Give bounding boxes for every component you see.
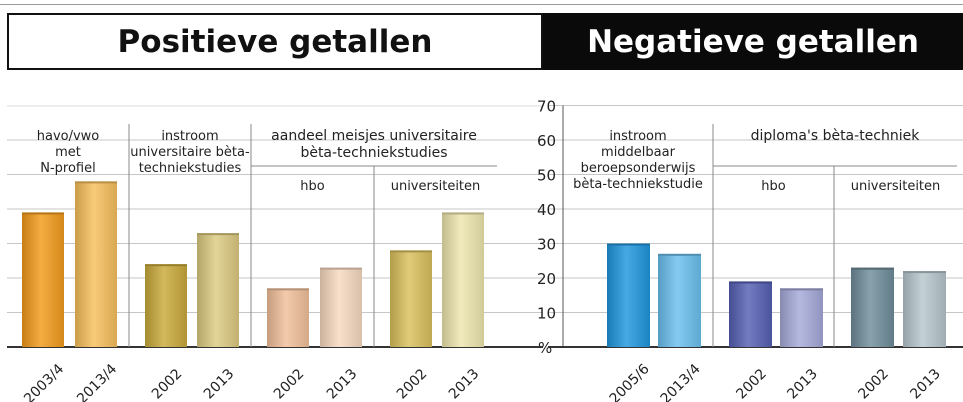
x-tick-label-neg-g1-1: 2013/4 (658, 361, 704, 402)
group-label-pos-g1-0: havo/vwo (37, 129, 100, 144)
group-label-neg-g1-0: instroom (609, 129, 666, 144)
x-tick-label-pos-g1-1: 2013/4 (74, 361, 120, 402)
bar-neg-g1-0 (607, 243, 650, 347)
bar-top-pos-g2-1 (197, 233, 239, 236)
bar-top-pos-g3-0 (267, 288, 309, 291)
group-label-pos-g2-1: universitaire bèta- (130, 145, 250, 160)
bar-neg-g3-0 (851, 267, 894, 347)
y-tick-label-10: 10 (537, 305, 556, 323)
bar-top-neg-g3-0 (851, 267, 894, 270)
bar-pos-g2-1 (197, 233, 239, 347)
bar-top-neg-g1-0 (607, 243, 650, 246)
y-tick-label-60: 60 (537, 132, 556, 150)
bar-top-pos-g1-1 (75, 181, 117, 184)
bar-top-pos-g1-0 (22, 212, 64, 215)
y-tick-label-20: 20 (537, 270, 556, 288)
group-label-pos-g1-1: met (55, 145, 81, 160)
x-tick-label-neg-g3-0: 2002 (855, 366, 892, 402)
spanning-label-span-pos-1: bèta-techniekstudies (300, 145, 447, 161)
bar-pos-g3-1 (320, 267, 362, 347)
y-tick-label-70: 70 (537, 98, 556, 116)
x-tick-label-neg-g2-1: 2013 (784, 366, 821, 402)
bar-top-pos-g4-0 (390, 250, 432, 253)
group-sublabel-neg-g2: hbo (761, 179, 785, 194)
group-sublabel-neg-g3: universiteiten (851, 179, 941, 194)
bar-top-neg-g2-0 (729, 281, 772, 284)
group-sublabel-pos-g4: universiteiten (391, 179, 481, 194)
bar-pos-g3-0 (267, 288, 309, 347)
x-tick-label-neg-g2-0: 2002 (733, 366, 770, 402)
positive-numbers-header: Positieve getallen (7, 13, 543, 70)
bar-top-pos-g2-0 (145, 264, 187, 267)
y-tick-label-40: 40 (537, 201, 556, 219)
bar-pos-g2-0 (145, 264, 187, 347)
x-tick-label-pos-g4-1: 2013 (446, 366, 483, 402)
bar-neg-g1-1 (658, 253, 701, 347)
bar-top-neg-g1-1 (658, 253, 701, 256)
bar-top-pos-g3-1 (320, 267, 362, 270)
bar-pos-g4-1 (442, 212, 484, 347)
top-rule (0, 4, 963, 5)
x-tick-label-neg-g1-0: 2005/6 (607, 361, 653, 402)
bar-neg-g2-0 (729, 281, 772, 347)
group-label-neg-g1-3: bèta-techniekstudie (573, 177, 703, 192)
group-sublabel-pos-g3: hbo (300, 179, 324, 194)
negative-numbers-header: Negatieve getallen (543, 13, 963, 70)
x-tick-label-pos-g1-0: 2003/4 (21, 361, 67, 402)
group-label-pos-g2-0: instroom (161, 129, 218, 144)
x-tick-label-pos-g3-1: 2013 (324, 366, 361, 402)
bar-neg-g2-1 (780, 288, 823, 347)
x-tick-label-pos-g2-1: 2013 (201, 366, 238, 402)
y-axis-unit-label: % (538, 339, 552, 357)
x-tick-label-pos-g2-0: 2002 (149, 366, 186, 402)
spanning-label-span-pos-0: aandeel meisjes universitaire (271, 128, 477, 144)
y-tick-label-50: 50 (537, 167, 556, 185)
x-tick-label-neg-g3-1: 2013 (907, 366, 944, 402)
group-label-neg-g1-2: beroepsonderwijs (581, 161, 696, 176)
bar-top-pos-g4-1 (442, 212, 484, 215)
bar-pos-g1-1 (75, 181, 117, 347)
bar-neg-g3-1 (903, 271, 946, 347)
group-label-pos-g1-2: N-profiel (40, 161, 95, 176)
group-label-pos-g2-2: techniekstudies (139, 161, 242, 176)
bar-pos-g1-0 (22, 212, 64, 347)
group-label-neg-g1-1: middelbaar (601, 145, 676, 160)
spanning-label-span-neg-0: diploma's bèta-techniek (751, 128, 921, 144)
x-tick-label-pos-g4-0: 2002 (394, 366, 431, 402)
bar-top-neg-g3-1 (903, 271, 946, 274)
y-tick-label-30: 30 (537, 236, 556, 254)
bar-top-neg-g2-1 (780, 288, 823, 291)
bar-pos-g4-0 (390, 250, 432, 347)
x-tick-label-pos-g3-0: 2002 (271, 366, 308, 402)
